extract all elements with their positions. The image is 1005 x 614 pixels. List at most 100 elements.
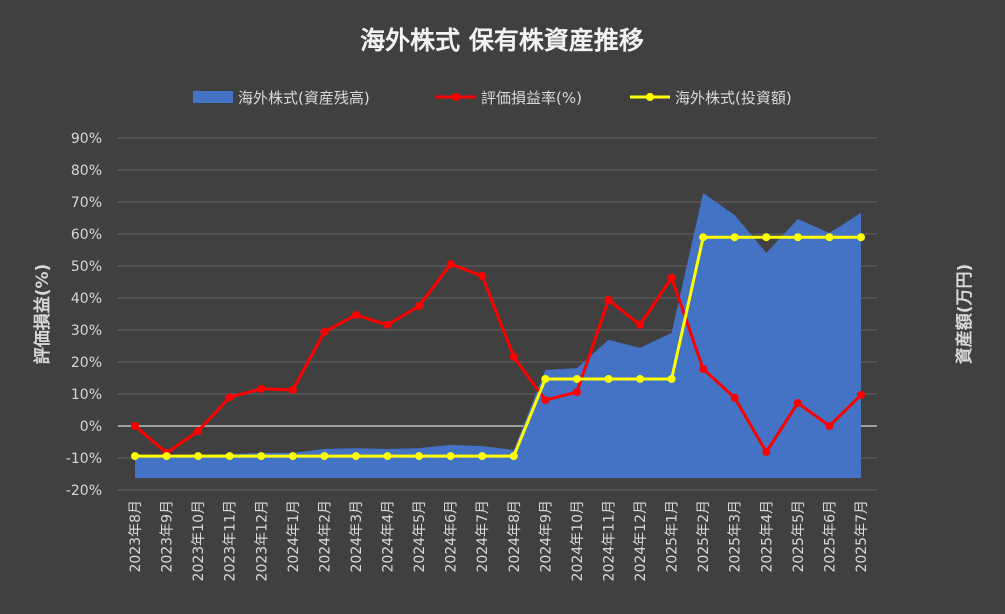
x-tick-label: 2024年6月 [444,500,460,573]
data-point [572,388,581,397]
y-tick-label: 50% [71,259,102,275]
data-point [667,374,676,383]
y-tick-label: -20% [66,483,102,499]
data-point [162,452,171,461]
plot-area [131,193,865,479]
x-axis-ticks: 2023年8月 2023年9月 2023年10月 2023年11月 2023年12月 20… [128,500,870,581]
chart-title: 海外株式 保有株資産推移 [360,26,644,55]
x-tick-label: 2024年8月 [507,500,523,573]
x-tick-label: 2024年5月 [412,500,428,573]
data-point [762,447,771,456]
data-point [730,393,739,402]
data-point [604,374,613,383]
legend-marker [646,93,654,101]
data-point [636,320,645,329]
data-point [825,422,834,430]
y-tick-label: 30% [71,323,102,339]
data-point [194,452,203,461]
x-tick-label: 2024年11月 [601,500,617,581]
data-point [225,452,234,461]
data-point [446,260,455,269]
legend-marker [452,93,460,101]
data-point [351,310,360,319]
x-tick-label: 2025年2月 [696,500,712,573]
legend-label: 海外株式(資産残高) [238,89,370,107]
data-point [257,384,266,393]
data-point [762,233,771,242]
x-tick-label: 2023年10月 [191,500,207,581]
data-point [825,233,834,242]
data-point [320,327,329,336]
data-point [793,398,802,407]
y-tick-label: -10% [66,451,102,467]
x-tick-label: 2025年5月 [791,500,807,573]
legend-label: 評価損益率(%) [481,89,582,107]
data-point [131,422,139,430]
data-point [857,233,865,242]
data-point [730,233,739,242]
legend-item: 評価損益率(%) [436,89,582,107]
line-series-investment [131,233,865,461]
data-point [478,452,487,461]
y-tick-label: 10% [71,387,102,403]
data-point [667,273,676,282]
x-tick-label: 2024年1月 [286,500,302,573]
data-point [699,365,708,374]
area-series-asset-balance [135,193,861,479]
x-tick-label: 2024年3月 [349,500,365,573]
legend-label: 海外株式(投資額) [675,89,792,107]
y-axis-label: 評価損益(%) [32,264,53,365]
data-point [541,374,550,383]
x-tick-label: 2025年4月 [759,500,775,573]
y-tick-label: 90% [71,131,102,147]
data-point [257,452,266,461]
legend: 海外株式(資産残高) 評価損益率(%) 海外株式(投資額) [193,89,792,107]
data-point [383,320,392,329]
x-tick-label: 2023年9月 [160,500,176,573]
x-tick-label: 2024年12月 [633,500,649,581]
data-point [857,390,865,399]
data-point [699,233,708,242]
x-tick-label: 2023年12月 [254,500,270,581]
data-point [541,396,550,405]
y-axis-ticks: -20% -10% 0% 10% 20% 30% 40% 50% 60% 70% 80% 90% [66,131,102,499]
y-tick-label: 70% [71,195,102,211]
data-point [636,374,645,383]
x-tick-label: 2024年4月 [381,500,397,573]
legend-item: 海外株式(資産残高) [193,89,370,107]
data-point [478,271,487,280]
x-tick-label: 2025年7月 [854,500,870,573]
data-point [320,452,329,461]
data-point [509,452,518,461]
y-tick-label: 40% [71,291,102,307]
data-point [572,374,581,383]
x-tick-label: 2024年10月 [570,500,586,581]
x-tick-label: 2024年7月 [475,500,491,573]
data-point [415,302,424,310]
x-tick-label: 2024年9月 [538,500,554,573]
data-point [288,385,297,394]
series-line [134,262,863,455]
data-point [793,233,802,242]
series-line [135,235,861,458]
data-point [604,295,613,304]
data-point [194,427,203,436]
data-point [383,452,392,461]
data-point [509,352,518,361]
x-tick-label: 2023年8月 [128,500,144,573]
y-tick-label: 20% [71,355,102,371]
legend-swatch [193,91,233,103]
y-tick-label: 80% [71,163,102,179]
y-tick-label: 60% [71,227,102,243]
legend-item: 海外株式(投資額) [630,89,792,107]
x-tick-label: 2023年11月 [223,500,239,581]
data-point [131,452,139,461]
data-point [446,452,455,461]
y-tick-label: 0% [80,419,102,435]
data-point [415,452,424,461]
x-tick-label: 2024年2月 [317,500,333,573]
y2-axis-label: 資産額(万円) [954,264,975,365]
line-series-valuation-rate [131,260,865,457]
data-point [288,452,297,461]
x-tick-label: 2025年6月 [822,500,838,573]
